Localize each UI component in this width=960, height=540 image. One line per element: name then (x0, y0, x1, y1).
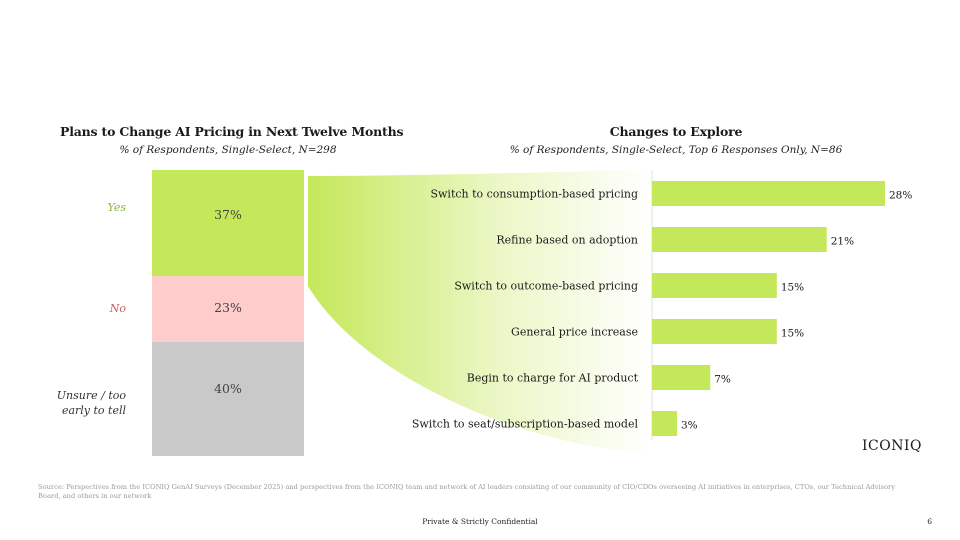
stacked-segment-no: 23% (152, 275, 304, 342)
page-number: 6 (927, 517, 932, 526)
bar-category-label-3: Switch to outcome-based pricing (454, 280, 638, 293)
stacked-label-no: No (109, 302, 126, 316)
bar-value-label-1: 28% (889, 190, 912, 202)
horizontal-bar-chart: Switch to consumption-based pricing 28% Re… (412, 170, 912, 440)
stacked-segment-unsure: 40% (152, 341, 304, 456)
iconiq-logo: ICONIQ (862, 438, 922, 454)
bar-category-label-4: General price increase (511, 326, 638, 339)
stacked-label-yes: Yes (107, 201, 126, 215)
bar-value-label-3: 15% (781, 282, 804, 294)
right-chart-title: Changes to Explore (609, 124, 743, 139)
bar-3 (652, 273, 777, 298)
bar-category-label-5: Begin to charge for AI product (467, 372, 639, 385)
bar-value-label-4: 15% (781, 328, 804, 340)
bar-value-label-5: 7% (714, 374, 731, 386)
stacked-segment-yes: 37% (152, 170, 304, 276)
left-chart-subtitle: % of Respondents, Single-Select, N=298 (119, 144, 337, 156)
bar-value-label-6: 3% (681, 420, 698, 432)
left-chart-title: Plans to Change AI Pricing in Next Twelv… (60, 124, 404, 139)
bar-6 (652, 411, 677, 436)
stacked-value-no: 23% (214, 300, 242, 316)
confidential-footer: Private & Strictly Confidential (422, 517, 538, 526)
stacked-value-unsure: 40% (214, 381, 242, 397)
bar-category-label-1: Switch to consumption-based pricing (430, 188, 638, 201)
bar-1 (652, 181, 885, 206)
bar-category-label-6: Switch to seat/subscription-based model (412, 418, 639, 431)
stacked-label-unsure: Unsure / too early to tell (56, 388, 126, 417)
stacked-value-yes: 37% (214, 207, 242, 223)
connector-flow-shape (308, 170, 652, 452)
bar-value-label-2: 21% (831, 236, 854, 248)
bar-4 (652, 319, 777, 344)
connector-flow-path (308, 170, 652, 452)
right-chart-subtitle: % of Respondents, Single-Select, Top 6 R… (509, 144, 843, 156)
source-footnote: Source: Perspectives from the ICONIQ Gen… (38, 483, 895, 500)
bar-category-label-2: Refine based on adoption (496, 234, 638, 247)
bar-2 (652, 227, 827, 252)
bar-5 (652, 365, 711, 390)
